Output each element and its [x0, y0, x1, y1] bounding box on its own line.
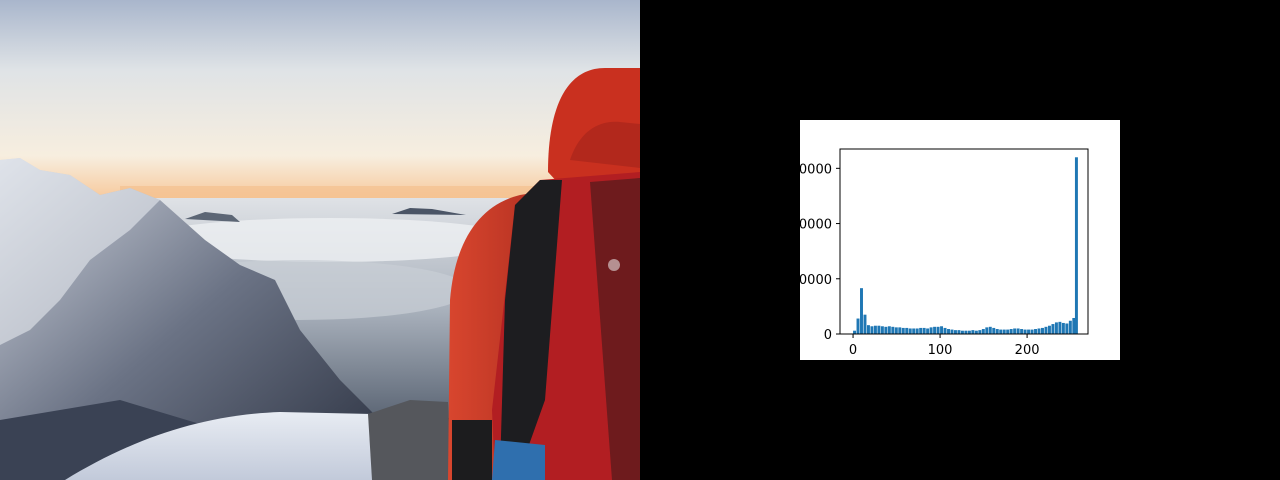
histogram-bar — [891, 326, 895, 334]
histogram-bar — [1051, 324, 1055, 334]
histogram-bar — [894, 327, 898, 334]
histogram-bar — [1002, 329, 1006, 334]
histogram-bar — [1047, 325, 1051, 334]
histogram-bar — [905, 327, 909, 334]
histogram-bar — [1023, 329, 1027, 334]
histogram-bar — [912, 328, 916, 334]
histogram-bar — [992, 327, 996, 334]
histogram-bar — [1013, 328, 1017, 334]
histogram-bar — [933, 326, 937, 334]
histogram-bar — [960, 330, 964, 334]
histogram-bar — [1074, 157, 1078, 334]
histogram-bar — [853, 330, 857, 334]
histogram-bar — [880, 326, 884, 334]
histogram-bar — [995, 329, 999, 334]
histogram-bar — [974, 330, 978, 334]
histogram-bar — [999, 329, 1003, 334]
histogram-bar — [901, 327, 905, 334]
histogram-bar — [919, 327, 923, 334]
histogram-bar — [1016, 328, 1020, 334]
histogram-bar — [1020, 329, 1024, 334]
chart-panel: 0 100 200 0 0000 0000 0000 — [640, 0, 1280, 480]
histogram-bar — [988, 326, 992, 334]
histogram-bar — [926, 328, 930, 334]
histogram-bar — [915, 328, 919, 334]
histogram-bar — [1054, 322, 1058, 334]
histogram-figure: 0 100 200 0 0000 0000 0000 — [800, 120, 1120, 360]
snow-ridge — [65, 400, 452, 480]
histogram-bar — [1068, 320, 1072, 334]
histogram-bar — [870, 326, 874, 334]
histogram-bar — [856, 318, 860, 334]
photo — [0, 0, 640, 480]
x-tick-label: 0 — [849, 343, 857, 358]
histogram-bar — [940, 326, 944, 334]
histogram-bar — [1006, 329, 1010, 334]
histogram-bar — [884, 326, 888, 334]
distant-peaks — [185, 208, 466, 222]
histogram-bar — [873, 325, 877, 334]
histogram-bar — [1034, 329, 1038, 334]
histogram-bar — [1058, 321, 1062, 334]
histogram-bar — [1037, 328, 1041, 334]
hiker — [448, 68, 640, 480]
histogram-bar — [950, 329, 954, 334]
histogram-bar — [947, 329, 950, 334]
y-tick-label: 0 — [824, 328, 832, 343]
histogram-bar — [1061, 322, 1065, 334]
histogram-bar — [1009, 329, 1013, 334]
bar-group — [853, 157, 1078, 334]
x-tick-label: 100 — [928, 343, 953, 358]
histogram-bar — [877, 325, 881, 334]
x-axis-ticks: 0 100 200 — [849, 334, 1040, 358]
y-tick-label: 0000 — [800, 218, 832, 233]
histogram-bar — [978, 330, 982, 334]
mountain-range — [0, 158, 380, 480]
histogram-bar — [922, 327, 926, 334]
histogram-bar — [943, 327, 947, 334]
histogram-bar — [1027, 329, 1031, 334]
x-tick-label: 200 — [1015, 343, 1040, 358]
y-tick-label: 0000 — [800, 162, 832, 177]
histogram-bar — [898, 327, 902, 334]
histogram-bar — [985, 327, 989, 334]
histogram-bar — [1065, 323, 1069, 334]
histogram-bar — [860, 288, 863, 334]
histogram-bar — [929, 327, 933, 334]
y-tick-label: 0000 — [800, 273, 832, 288]
histogram-bar — [863, 314, 867, 334]
histogram-bar — [1072, 317, 1076, 334]
histogram-bar — [1030, 329, 1034, 334]
axes-frame — [839, 148, 1089, 335]
histogram-bar — [1041, 327, 1044, 334]
histogram-bar — [1044, 326, 1048, 334]
histogram-bar — [967, 330, 971, 334]
histogram-bar — [971, 330, 975, 334]
horizon-glow — [120, 186, 540, 200]
histogram-bar — [866, 325, 870, 334]
sky — [0, 0, 640, 200]
histogram-bar — [964, 330, 968, 334]
histogram-bar — [981, 329, 985, 334]
histogram-bar — [953, 330, 957, 334]
histogram-bar — [887, 326, 891, 334]
histogram-bar — [957, 330, 961, 334]
axis-frame — [839, 148, 1089, 335]
histogram-bar — [936, 326, 940, 334]
histogram-bar — [908, 328, 912, 334]
